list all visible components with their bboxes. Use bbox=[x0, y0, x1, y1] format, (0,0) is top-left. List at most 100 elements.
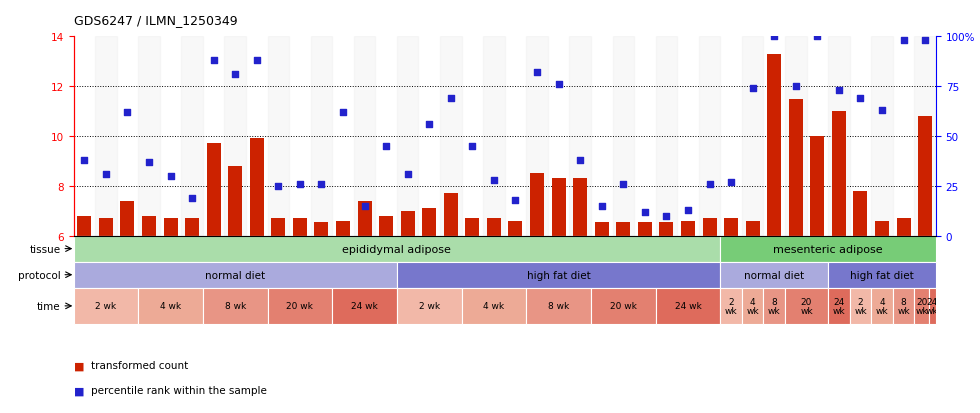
Text: 8
wk: 8 wk bbox=[768, 297, 780, 315]
Point bbox=[443, 95, 459, 102]
Point bbox=[292, 181, 308, 188]
Bar bbox=[397, 262, 720, 288]
Bar bbox=[530, 174, 544, 236]
Text: percentile rank within the sample: percentile rank within the sample bbox=[91, 385, 267, 395]
Bar bbox=[616, 222, 630, 236]
Text: tissue: tissue bbox=[29, 244, 61, 254]
Bar bbox=[74, 262, 397, 288]
Point bbox=[400, 171, 416, 178]
Bar bbox=[509, 221, 522, 236]
Bar bbox=[763, 288, 785, 324]
Text: time: time bbox=[37, 301, 61, 311]
Bar bbox=[207, 144, 220, 236]
Text: 8 wk: 8 wk bbox=[548, 301, 569, 311]
Point bbox=[680, 207, 696, 214]
Bar bbox=[871, 288, 893, 324]
Bar bbox=[720, 262, 828, 288]
Bar bbox=[268, 288, 332, 324]
Point bbox=[896, 38, 911, 45]
Bar bbox=[336, 221, 350, 236]
Point bbox=[788, 83, 804, 90]
Bar bbox=[875, 221, 889, 236]
Text: 4 wk: 4 wk bbox=[160, 301, 181, 311]
Bar bbox=[99, 218, 113, 236]
Bar bbox=[224, 37, 246, 236]
Bar bbox=[832, 112, 846, 236]
Bar bbox=[228, 166, 242, 236]
Bar bbox=[95, 37, 117, 236]
Bar bbox=[828, 262, 936, 288]
Point bbox=[615, 181, 631, 188]
Bar bbox=[268, 37, 289, 236]
Point bbox=[206, 58, 221, 64]
Bar bbox=[526, 37, 548, 236]
Point bbox=[378, 143, 394, 150]
Bar bbox=[742, 288, 763, 324]
Text: transformed count: transformed count bbox=[91, 361, 188, 370]
Bar bbox=[315, 222, 328, 236]
Point bbox=[745, 85, 760, 92]
Bar bbox=[354, 37, 375, 236]
Bar bbox=[401, 211, 415, 236]
Bar bbox=[785, 288, 828, 324]
Bar bbox=[720, 236, 936, 262]
Bar bbox=[422, 209, 436, 236]
Text: GDS6247 / ILMN_1250349: GDS6247 / ILMN_1250349 bbox=[74, 14, 237, 27]
Bar bbox=[397, 37, 418, 236]
Bar bbox=[850, 288, 871, 324]
Bar bbox=[332, 288, 397, 324]
Text: 20
wk: 20 wk bbox=[915, 297, 928, 315]
Bar bbox=[854, 191, 867, 236]
Point bbox=[723, 179, 739, 185]
Point bbox=[637, 209, 653, 216]
Bar bbox=[121, 201, 134, 236]
Point bbox=[335, 109, 351, 116]
Bar bbox=[466, 218, 479, 236]
Bar bbox=[914, 288, 929, 324]
Bar bbox=[487, 218, 501, 236]
Point bbox=[76, 157, 92, 164]
Text: 2 wk: 2 wk bbox=[418, 301, 440, 311]
Point bbox=[421, 121, 437, 128]
Point bbox=[227, 71, 243, 78]
Point bbox=[809, 34, 825, 40]
Point bbox=[163, 173, 178, 180]
Bar bbox=[871, 37, 893, 236]
Bar bbox=[656, 288, 720, 324]
Text: 24 wk: 24 wk bbox=[674, 301, 702, 311]
Text: high fat diet: high fat diet bbox=[850, 270, 914, 280]
Bar bbox=[181, 37, 203, 236]
Text: 20
wk: 20 wk bbox=[801, 297, 812, 315]
Point bbox=[831, 88, 847, 94]
Point bbox=[874, 107, 890, 114]
Bar bbox=[703, 218, 716, 236]
Text: 2
wk: 2 wk bbox=[855, 297, 866, 315]
Bar bbox=[444, 194, 458, 236]
Point bbox=[465, 143, 480, 150]
Point bbox=[551, 82, 566, 88]
Bar bbox=[810, 137, 824, 236]
Bar bbox=[656, 37, 677, 236]
Point bbox=[659, 213, 674, 219]
Bar bbox=[785, 37, 807, 236]
Bar bbox=[293, 218, 307, 236]
Bar bbox=[720, 288, 742, 324]
Text: 4
wk: 4 wk bbox=[876, 297, 888, 315]
Bar bbox=[660, 222, 673, 236]
Point bbox=[853, 95, 868, 102]
Bar bbox=[462, 288, 526, 324]
Bar bbox=[397, 288, 462, 324]
Bar bbox=[914, 37, 936, 236]
Point bbox=[141, 159, 157, 166]
Text: 24 wk: 24 wk bbox=[351, 301, 378, 311]
Point bbox=[357, 203, 372, 209]
Text: high fat diet: high fat diet bbox=[526, 270, 591, 280]
Bar bbox=[724, 218, 738, 236]
Bar bbox=[893, 288, 914, 324]
Bar bbox=[929, 288, 936, 324]
Text: 8
wk: 8 wk bbox=[898, 297, 909, 315]
Bar bbox=[681, 221, 695, 236]
Point bbox=[314, 181, 329, 188]
Bar bbox=[918, 117, 932, 236]
Text: protocol: protocol bbox=[18, 270, 61, 280]
